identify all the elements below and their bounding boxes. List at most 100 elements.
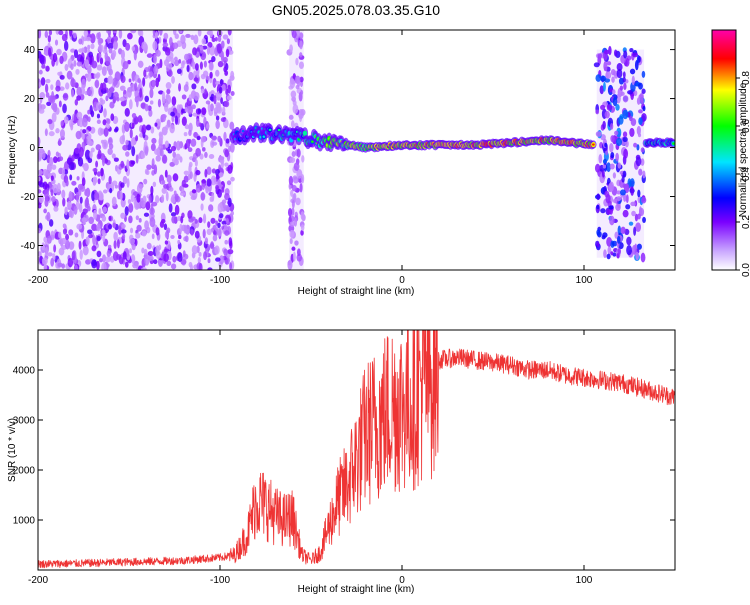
heatmap-cell — [44, 128, 48, 137]
heatmap-cell — [119, 135, 125, 145]
heatmap-cell — [202, 213, 207, 224]
heatmap-cell — [635, 222, 642, 233]
heatmap-cell — [290, 189, 294, 197]
heatmap-cell — [84, 149, 91, 160]
heatmap-cell — [143, 178, 148, 185]
heatmap-cell — [71, 250, 76, 261]
heatmap-cell — [144, 146, 149, 156]
heatmap-cell — [168, 181, 172, 187]
heatmap-cell — [46, 163, 52, 173]
heatmap-cell — [640, 99, 644, 105]
heatmap-cell — [202, 228, 206, 239]
heatmap-cell — [47, 119, 53, 125]
y-tick-label: -20 — [21, 192, 36, 203]
heatmap-cell — [84, 188, 88, 196]
heatmap-cell — [125, 139, 129, 146]
heatmap-cell — [87, 157, 93, 164]
heatmap-cell — [83, 30, 89, 37]
heatmap-cell — [596, 242, 600, 248]
heatmap-cell — [183, 224, 187, 234]
heatmap-cell — [221, 199, 227, 205]
heatmap-cell — [144, 103, 149, 112]
heatmap-cell — [100, 139, 105, 144]
heatmap-cell — [114, 184, 119, 189]
heatmap-cell — [119, 191, 123, 201]
heatmap-cell — [630, 118, 637, 126]
heatmap-cell — [162, 42, 169, 48]
heatmap-cell — [209, 30, 214, 38]
heatmap-cell — [120, 75, 126, 83]
heatmap-cell — [622, 136, 628, 143]
heatmap-cell — [131, 122, 135, 129]
heatmap-cell — [145, 201, 151, 211]
heatmap-cell — [143, 248, 148, 256]
heatmap-cell — [215, 69, 220, 77]
heatmap-cell — [154, 148, 160, 155]
heatmap-cell — [197, 30, 202, 37]
heatmap-cell — [613, 49, 618, 57]
heatmap-cell — [195, 147, 201, 157]
heatmap-cell — [108, 215, 112, 222]
heatmap-cell — [166, 88, 171, 95]
heatmap-cell — [609, 163, 615, 170]
heatmap-cell — [168, 36, 173, 46]
heatmap-cell — [41, 150, 46, 160]
heatmap-cell — [209, 45, 216, 56]
heatmap-cell — [56, 48, 62, 56]
heatmap-cell — [153, 259, 158, 265]
heatmap-cell — [95, 260, 100, 270]
heatmap-cell — [64, 63, 69, 71]
heatmap-cell — [130, 254, 136, 264]
heatmap-cell — [122, 61, 129, 70]
heatmap-cell — [131, 243, 136, 251]
heatmap-cell — [74, 232, 79, 238]
heatmap-cell — [635, 156, 642, 167]
heatmap-cell — [224, 192, 230, 201]
figure-title: GN05.2025.078.03.35.G10 — [272, 2, 440, 18]
heatmap-cell — [65, 82, 70, 90]
snr-xlabel: Height of straight line (km) — [298, 584, 415, 595]
heatmap-cell — [628, 221, 634, 226]
heatmap-cell — [52, 183, 59, 194]
heatmap-cell — [137, 60, 144, 68]
heatmap-cell — [633, 90, 638, 97]
heatmap-cell — [185, 33, 191, 38]
heatmap-cell — [214, 36, 218, 42]
heatmap-cell — [171, 96, 177, 106]
heatmap-cell — [228, 237, 233, 247]
heatmap-cell — [605, 71, 612, 79]
heatmap-cell — [157, 98, 162, 108]
heatmap-cell — [88, 234, 93, 239]
heatmap-cell — [199, 185, 203, 192]
heatmap-cell — [168, 186, 174, 192]
heatmap-cell — [289, 156, 296, 163]
heatmap-cell — [100, 167, 104, 177]
heatmap-cell — [163, 59, 170, 67]
heatmap-cell — [636, 144, 640, 151]
heatmap-cell — [209, 196, 214, 202]
heatmap-cell — [184, 106, 188, 113]
heatmap-cell — [200, 135, 207, 143]
heatmap-cell — [129, 248, 133, 254]
snr-ylabel: SNR (10 * v/v) — [7, 418, 18, 482]
heatmap-cell — [125, 151, 130, 157]
heatmap-cell — [159, 148, 164, 157]
heatmap-cell — [61, 167, 65, 176]
heatmap-cell — [287, 259, 293, 270]
heatmap-cell — [638, 117, 643, 125]
heatmap-cell — [190, 138, 197, 147]
x-tick-label: 100 — [576, 575, 593, 586]
heatmap-cell — [612, 198, 618, 204]
heatmap-cell — [174, 59, 180, 67]
heatmap-cell — [181, 94, 187, 100]
heatmap-cells — [38, 30, 675, 270]
heatmap-cell — [120, 49, 125, 60]
heatmap-cell — [293, 162, 300, 171]
heatmap-cell — [87, 109, 91, 115]
heatmap-cell — [102, 206, 108, 213]
heatmap-cell — [170, 145, 177, 152]
heatmap-cell — [642, 216, 646, 223]
heatmap-cell — [637, 213, 641, 220]
